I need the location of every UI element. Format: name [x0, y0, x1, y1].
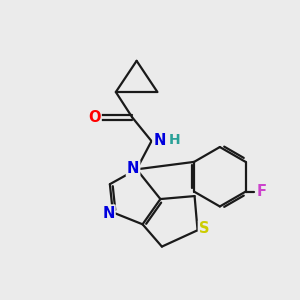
Text: O: O [88, 110, 101, 125]
Text: N: N [102, 206, 115, 220]
Text: N: N [127, 161, 139, 176]
Text: S: S [199, 221, 209, 236]
Text: N: N [153, 133, 166, 148]
Text: F: F [257, 184, 267, 199]
Text: H: H [169, 133, 181, 147]
